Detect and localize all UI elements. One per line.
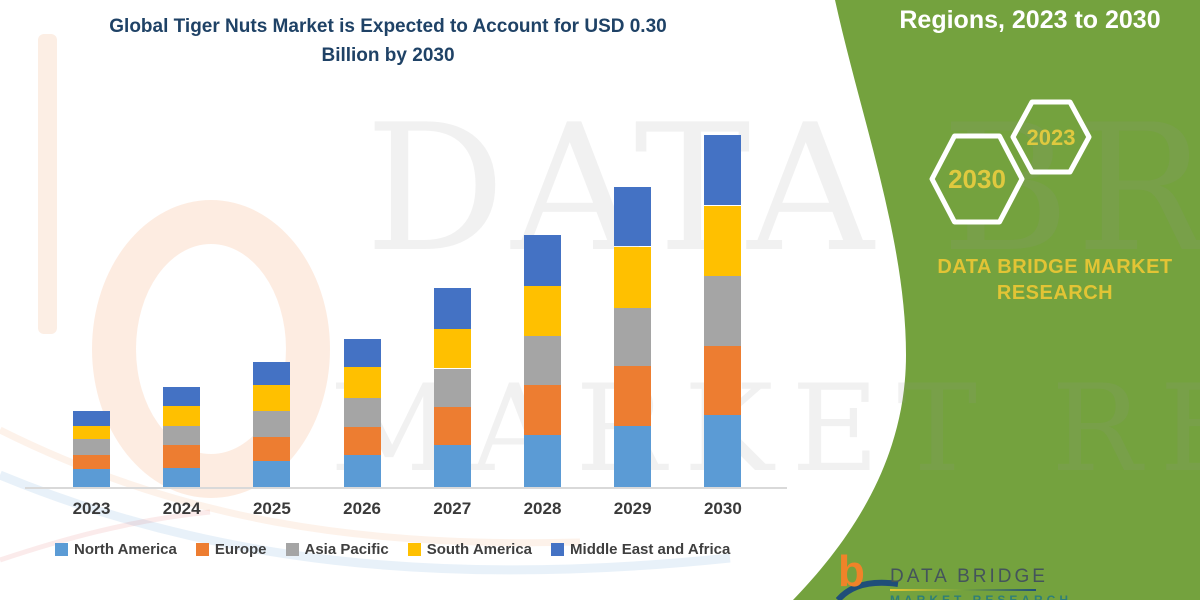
legend-label-north-america: North America <box>74 541 177 558</box>
chart-title: Global Tiger Nuts Market is Expected to … <box>38 12 738 70</box>
bar-segment-europe-2028 <box>524 384 561 436</box>
brand-wordmark: DATA BRIDGE MARKET RESEARCH <box>930 254 1180 306</box>
company-logo: b DATA BRIDGE MARKET RESEARCH <box>836 547 1196 600</box>
legend-item-middle-east-and-africa: Middle East and Africa <box>551 541 730 558</box>
x-label-2030: 2030 <box>703 499 742 518</box>
x-label-2028: 2028 <box>523 499 562 518</box>
bar-segment-asia-pacific-2029 <box>614 307 652 367</box>
bar-segment-middle-east-and-africa-2030 <box>704 135 742 206</box>
bar-segment-europe-2030 <box>704 346 742 416</box>
x-label-2024: 2024 <box>162 499 201 518</box>
bar-segment-europe-2029 <box>614 366 652 426</box>
bar-segment-middle-east-and-africa-2028 <box>524 234 561 287</box>
legend-label-europe: Europe <box>214 541 267 558</box>
bar-segment-north-america-2027 <box>433 444 471 487</box>
bar-segment-europe-2023 <box>73 455 110 470</box>
x-axis-line <box>25 487 787 489</box>
legend-item-europe: Europe <box>195 541 267 558</box>
bar-segment-europe-2026 <box>343 427 381 456</box>
legend-swatch-south-america <box>407 543 421 556</box>
legend-swatch-middle-east-and-africa <box>551 543 565 556</box>
logo-company-name: DATA BRIDGE <box>890 566 1048 587</box>
x-label-2025: 2025 <box>252 499 291 518</box>
legend-item-asia-pacific: Asia Pacific <box>285 541 389 558</box>
bar-segment-asia-pacific-2026 <box>343 397 381 428</box>
logo-swoosh-icon <box>836 579 899 600</box>
legend-label-middle-east-and-africa: Middle East and Africa <box>570 541 731 558</box>
bar-segment-north-america-2024 <box>163 468 201 487</box>
bar-segment-south-america-2027 <box>433 328 471 369</box>
bar-segment-south-america-2028 <box>524 286 561 336</box>
bar-segment-south-america-2025 <box>253 384 291 411</box>
legend-label-south-america: South America <box>426 541 533 558</box>
logo-underline <box>890 589 1036 591</box>
legend-item-north-america: North America <box>55 541 177 558</box>
bar-segment-middle-east-and-africa-2027 <box>433 287 471 329</box>
bar-segment-europe-2024 <box>163 444 201 469</box>
legend-swatch-europe <box>195 543 209 556</box>
bar-segment-north-america-2030 <box>704 415 742 487</box>
bar-segment-north-america-2023 <box>73 469 110 487</box>
watermark-logo-stripe <box>38 34 57 334</box>
bar-segment-asia-pacific-2025 <box>253 410 291 437</box>
bar-segment-asia-pacific-2023 <box>73 438 110 456</box>
chart-legend: North America Europe Asia Pacific South Ame… <box>55 541 730 558</box>
bar-segment-north-america-2028 <box>524 435 561 487</box>
hexagon-2023-label: 2023 <box>1027 125 1076 150</box>
bar-segment-asia-pacific-2028 <box>524 335 561 385</box>
legend-label-asia-pacific: Asia Pacific <box>304 541 389 558</box>
bar-segment-asia-pacific-2024 <box>163 426 201 445</box>
plot-area: 2023 2024 2025 2026 2027 2028 2029 2030 <box>25 135 787 518</box>
legend-swatch-north-america <box>55 543 68 556</box>
bar-segment-south-america-2023 <box>73 426 110 439</box>
bar-segment-middle-east-and-africa-2024 <box>163 387 201 407</box>
bar-segment-middle-east-and-africa-2023 <box>73 410 110 426</box>
hexagon-2030 <box>929 133 1025 225</box>
bar-segment-south-america-2030 <box>704 205 742 276</box>
brand-line2: RESEARCH <box>996 282 1114 304</box>
brand-line1: DATA BRIDGE MARKET <box>937 256 1173 278</box>
chart-title-line2: Billion by 2030 <box>321 45 455 66</box>
legend-swatch-asia-pacific <box>285 543 299 556</box>
bar-segment-asia-pacific-2027 <box>433 368 471 408</box>
bar-segment-europe-2025 <box>253 436 291 462</box>
hexagon-2030-label: 2030 <box>948 164 1006 194</box>
side-panel-heading: Regions, 2023 to 2030 <box>899 6 1161 34</box>
bar-segment-asia-pacific-2030 <box>704 275 742 347</box>
chart-title-line1: Global Tiger Nuts Market is Expected to … <box>109 16 667 37</box>
bar-segment-middle-east-and-africa-2026 <box>343 339 381 368</box>
bar-segment-north-america-2029 <box>614 426 652 487</box>
bar-segment-north-america-2025 <box>253 461 291 487</box>
x-label-2027: 2027 <box>433 499 472 518</box>
bar-segment-europe-2027 <box>433 407 471 445</box>
bar-segment-south-america-2026 <box>343 367 381 398</box>
x-label-2029: 2029 <box>613 499 652 518</box>
x-label-2026: 2026 <box>343 499 381 518</box>
bar-segment-north-america-2026 <box>343 455 381 487</box>
x-label-2023: 2023 <box>72 499 111 518</box>
bar-segment-south-america-2029 <box>614 246 652 308</box>
bar-segment-south-america-2024 <box>163 406 201 426</box>
hexagon-2023 <box>1010 99 1092 175</box>
bar-segment-middle-east-and-africa-2025 <box>253 361 291 385</box>
bar-segment-middle-east-and-africa-2029 <box>614 186 652 247</box>
logo-b-icon: b <box>838 547 865 596</box>
logo-company-subname: MARKET RESEARCH <box>890 593 1073 600</box>
legend-item-south-america: South America <box>407 541 533 558</box>
